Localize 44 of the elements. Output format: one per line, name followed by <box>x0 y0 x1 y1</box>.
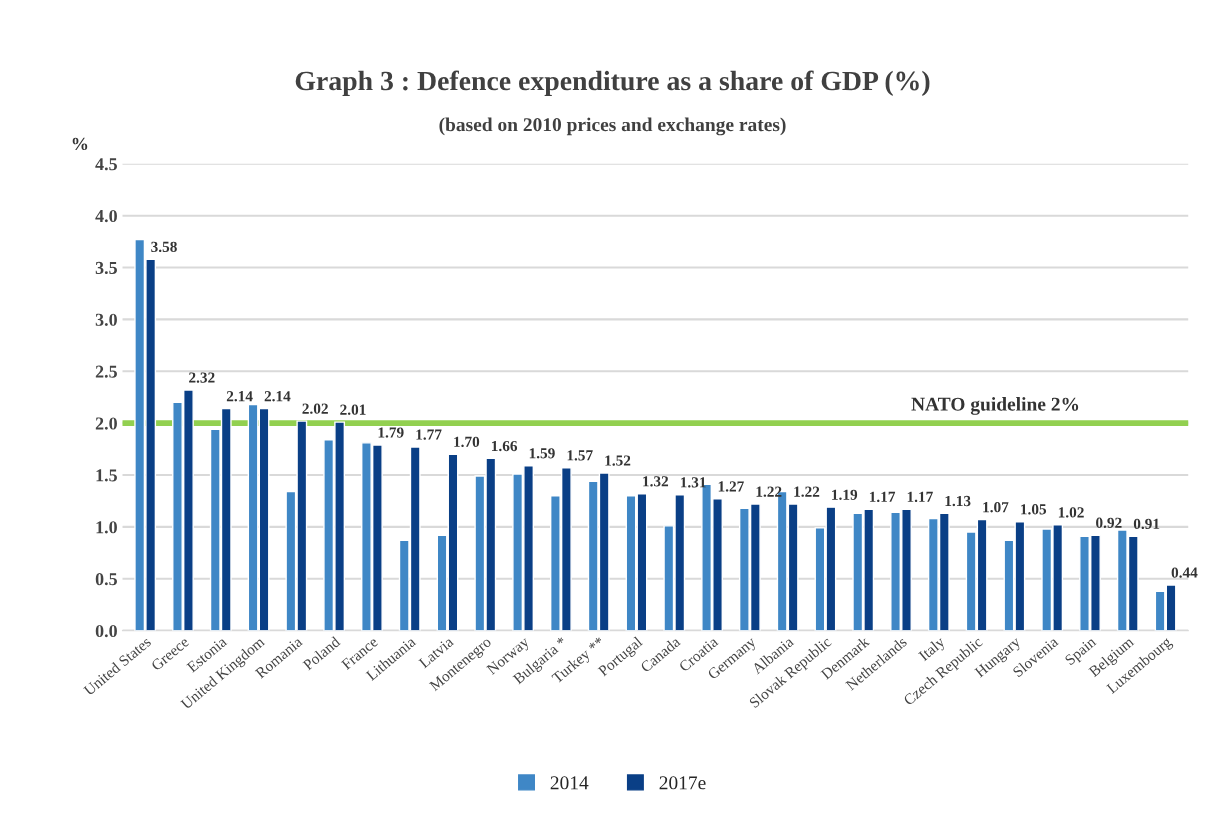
data-label: 0.44 <box>1171 567 1198 578</box>
data-label: 1.31 <box>680 477 706 488</box>
ref-line-label: NATO guideline 2% <box>911 397 1079 415</box>
y-tick-label: 0.0 <box>95 624 117 638</box>
data-label: 1.27 <box>718 481 744 492</box>
legend-label: 2017e <box>659 776 706 790</box>
data-label: 1.05 <box>1021 504 1047 515</box>
y-tick-label: 0.5 <box>95 573 117 586</box>
y-tick-label: 1.0 <box>96 521 117 534</box>
y-tick-label: 3.5 <box>95 261 117 275</box>
y-axis-title: % <box>72 137 88 151</box>
chart-subtitle: (based on 2010 prices and exchange rates) <box>439 117 786 136</box>
data-label: 2.14 <box>264 391 291 402</box>
data-label: 0.91 <box>1133 518 1160 530</box>
y-tick-label: 2.5 <box>95 365 117 378</box>
data-label: 1.19 <box>832 489 858 500</box>
data-label: 1.66 <box>492 440 518 452</box>
y-tick-label: 2.0 <box>95 417 117 430</box>
y-tick-label: 1.5 <box>96 469 117 482</box>
data-label: 1.02 <box>1058 507 1084 518</box>
data-label: 2.02 <box>302 403 328 414</box>
data-label: 2.14 <box>226 391 253 402</box>
data-label: 1.07 <box>983 502 1009 513</box>
data-label: 2.32 <box>189 372 215 383</box>
chart-title: Graph 3 : Defence expenditure as a share of GDP (%) <box>295 70 930 97</box>
data-label: 3.58 <box>151 241 177 253</box>
data-label: 0.92 <box>1096 517 1122 528</box>
data-label: 1.57 <box>567 450 593 461</box>
data-label: 1.32 <box>643 476 669 487</box>
data-label: 1.17 <box>869 491 896 503</box>
data-label: 1.22 <box>794 486 820 497</box>
data-label: 1.22 <box>756 486 782 497</box>
data-label: 1.70 <box>454 436 480 448</box>
data-label: 1.17 <box>907 491 933 503</box>
data-label: 1.13 <box>945 495 971 507</box>
data-label: 1.59 <box>529 448 555 459</box>
legend-label: 2014 <box>550 776 589 790</box>
y-tick-label: 4.5 <box>95 158 117 171</box>
y-tick-label: 3.0 <box>95 313 117 326</box>
data-label: 2.01 <box>340 404 366 415</box>
data-label: 1.79 <box>378 427 404 438</box>
y-tick-label: 4.0 <box>95 209 117 223</box>
data-label: 1.77 <box>416 429 442 440</box>
data-label: 1.52 <box>605 455 631 466</box>
